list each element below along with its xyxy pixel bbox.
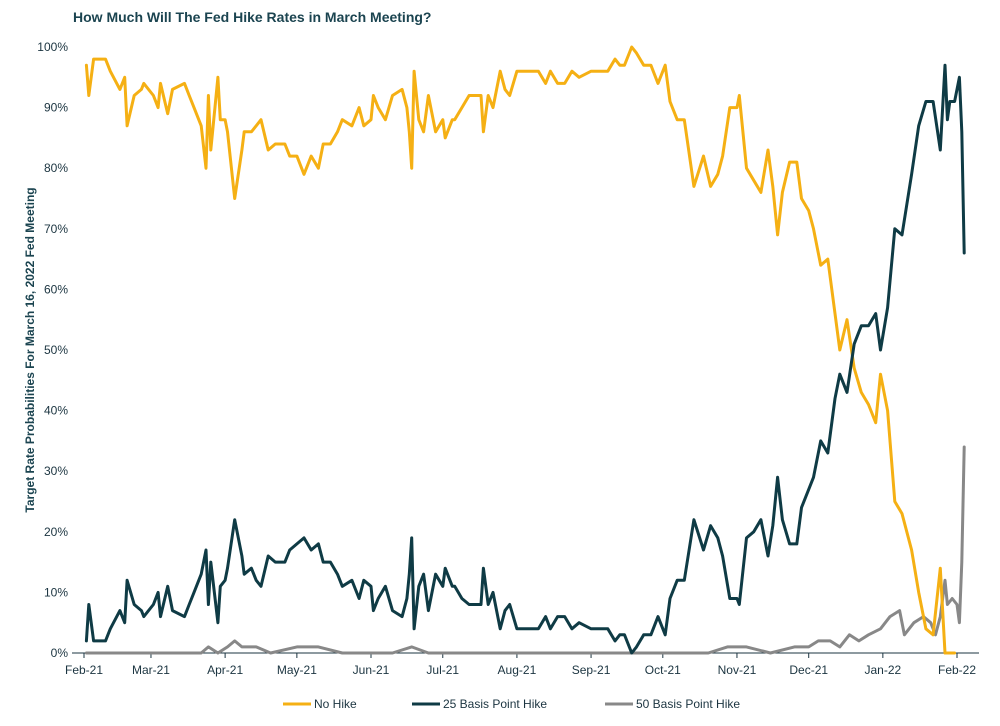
x-axis: Feb-21 Mar-21 Apr-21 May-21 Jun-21 Jul-21 Aug-… [65,653,976,677]
y-tick-label: 60% [44,282,68,296]
series-lines [84,45,966,655]
chart-title: How Much Will The Fed Hike Rates in Marc… [73,9,432,25]
x-tick-label: Aug-21 [498,663,537,677]
x-tick-label: May-21 [277,663,317,677]
x-tick-label: Jul-21 [426,663,459,677]
y-tick-label: 30% [44,464,68,478]
y-axis-title-group: Target Rate Probabilities For March 16, … [23,187,37,512]
x-tick-label: Feb-22 [938,663,976,677]
x-tick-label: Oct-21 [645,663,681,677]
y-tick-label: 100% [37,40,68,54]
x-tick-label: Mar-21 [132,663,170,677]
y-tick-label: 40% [44,404,68,418]
x-tick-label: Sep-21 [572,663,611,677]
x-tick-label: Dec-21 [789,663,828,677]
legend: No Hike 25 Basis Point Hike 50 Basis Point… [283,697,740,711]
x-tick-label: Feb-21 [65,663,103,677]
series-line-no-hike [84,45,957,655]
legend-label: 50 Basis Point Hike [636,697,740,711]
series-line-50-basis-point-hike [84,445,966,655]
y-tick-label: 20% [44,525,68,539]
y-tick-label: 70% [44,222,68,236]
y-tick-label: 90% [44,101,68,115]
y-tick-label: 10% [44,585,68,599]
legend-label: 25 Basis Point Hike [443,697,547,711]
x-tick-label: Jan-22 [865,663,902,677]
y-tick-label: 80% [44,161,68,175]
y-tick-label: 50% [44,343,68,357]
y-tick-label: 0% [51,646,69,660]
x-tick-label: Nov-21 [718,663,757,677]
x-tick-label: Apr-21 [207,663,243,677]
y-axis: 0% 10% 20% 30% 40% 50% 60% 70% 80% 90% 100% [37,40,68,660]
series-line-25-basis-point-hike [84,63,966,655]
legend-label: No Hike [314,697,357,711]
y-axis-title: Target Rate Probabilities For March 16, … [23,187,37,512]
x-tick-label: Jun-21 [353,663,390,677]
